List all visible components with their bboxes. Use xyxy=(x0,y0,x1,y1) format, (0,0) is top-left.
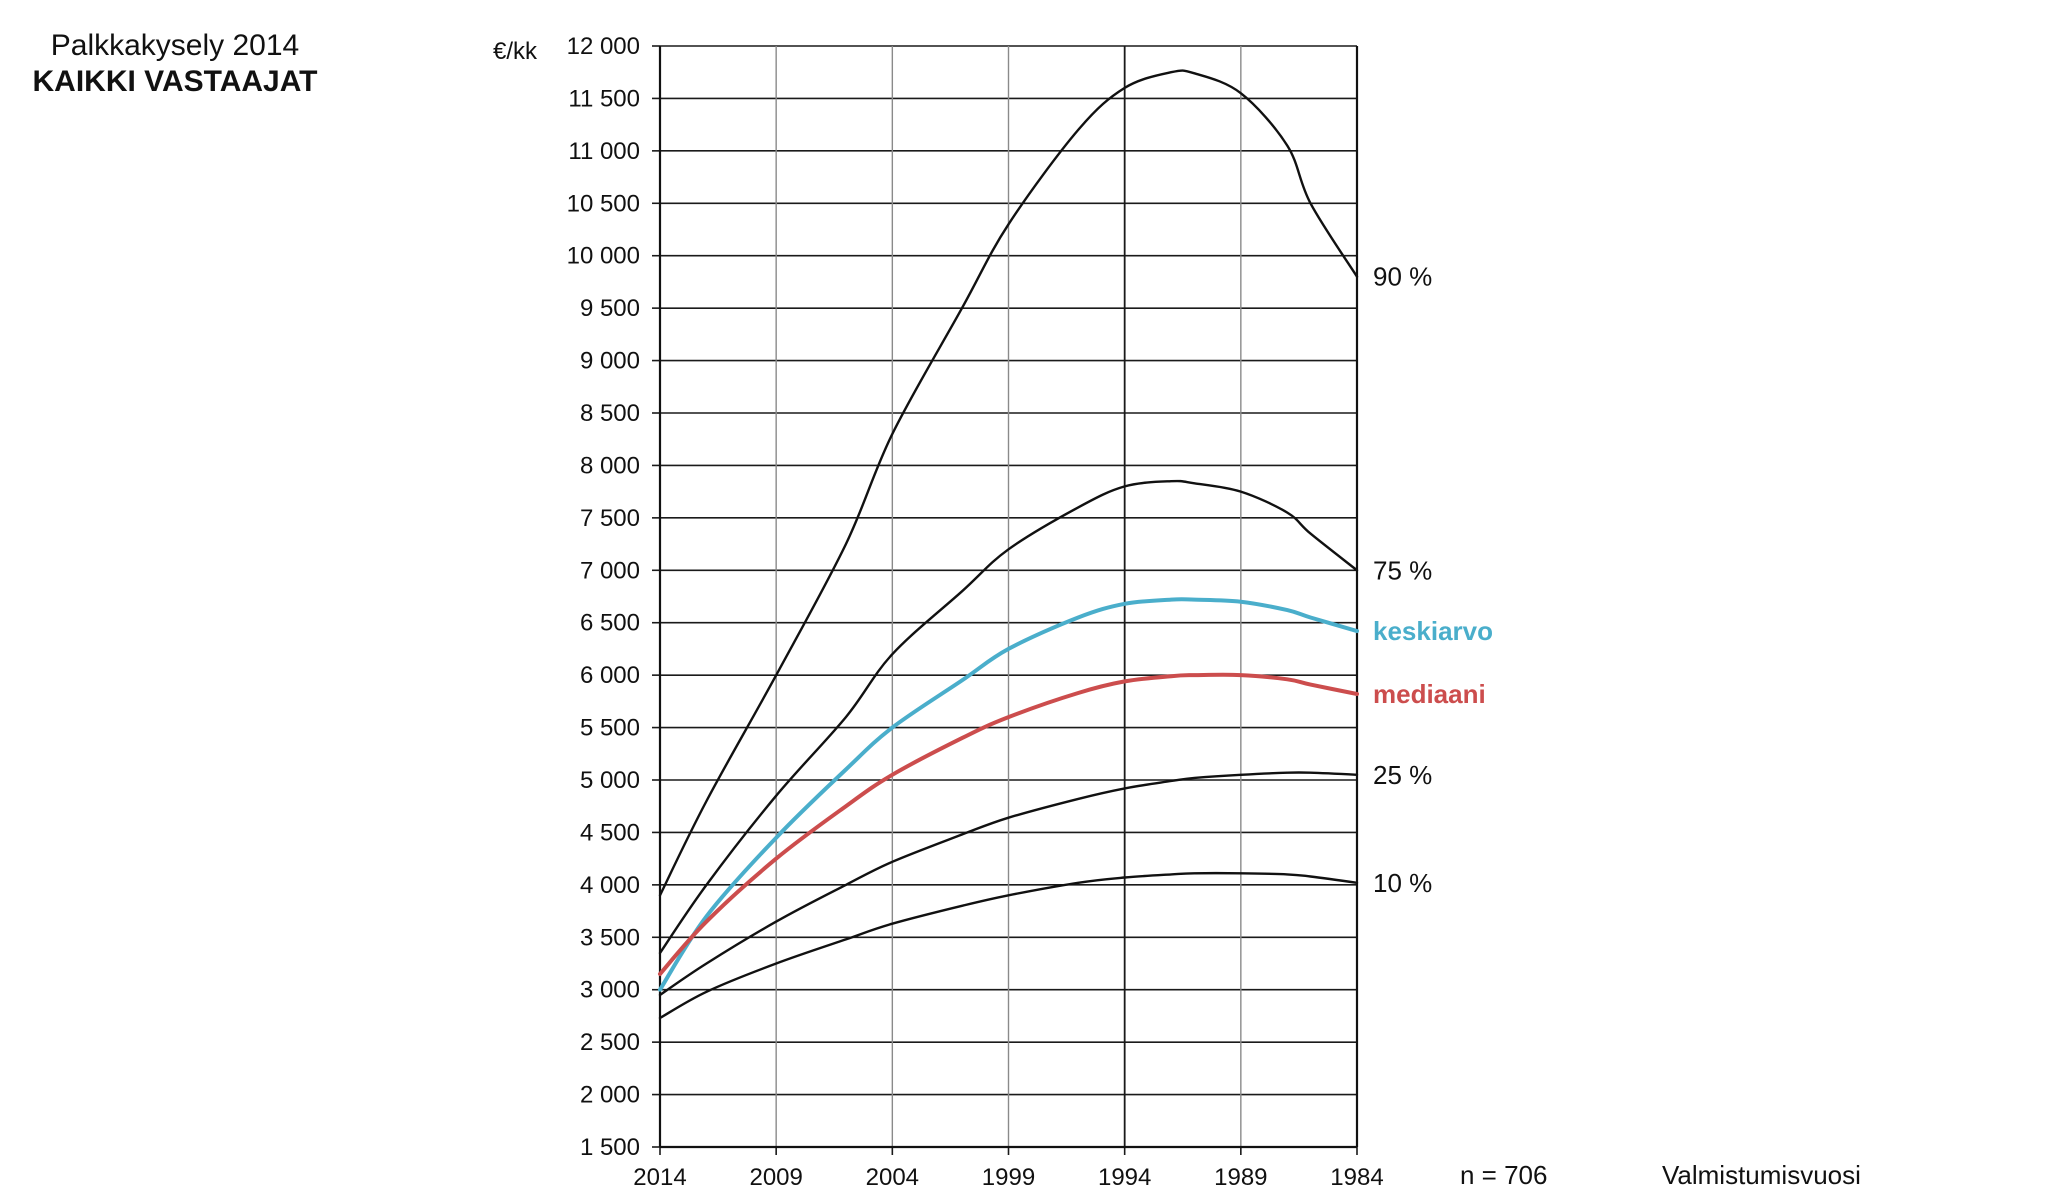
y-axis-unit-label: €/kk xyxy=(493,38,538,65)
y-tick-label: 6 000 xyxy=(580,662,640,689)
y-tick-label: 2 000 xyxy=(580,1082,640,1109)
series-label-90: 90 % xyxy=(1373,262,1432,292)
x-tick-label: 1989 xyxy=(1214,1164,1267,1191)
series-line-25 xyxy=(658,771,1359,997)
y-tick-label: 1 500 xyxy=(580,1134,640,1161)
series-line-mediaani xyxy=(658,672,1359,976)
y-tick-label: 8 500 xyxy=(580,400,640,427)
series-label-keskiarvo: keskiarvo xyxy=(1373,616,1493,646)
x-tick-label: 2004 xyxy=(866,1164,919,1191)
y-tick-label: 10 000 xyxy=(567,243,640,270)
y-tick-label: 9 500 xyxy=(580,295,640,322)
title-block: Palkkakysely 2014 KAIKKI VASTAAJAT xyxy=(20,28,330,100)
grid xyxy=(659,45,1358,1148)
y-tick-label: 11 000 xyxy=(568,138,640,165)
y-tick-label: 12 000 xyxy=(567,33,640,60)
series-labels: 90 % 75 % keskiarvo mediaani 25 % 10 % xyxy=(1373,262,1493,898)
y-tick-label: 4 000 xyxy=(580,872,640,899)
y-tick-label: 9 000 xyxy=(580,348,640,375)
series-label-25: 25 % xyxy=(1373,760,1432,790)
y-tick-label: 11 500 xyxy=(568,85,640,112)
y-tick-labels: 1 500 2 000 2 500 3 000 3 500 4 000 4 500 5 000… xyxy=(567,33,640,1161)
y-tick-label: 5 500 xyxy=(580,715,640,742)
series-line-90 xyxy=(658,69,1359,897)
axes xyxy=(652,45,1359,1155)
y-tick-label: 6 500 xyxy=(580,610,640,637)
y-tick-label: 8 000 xyxy=(580,452,640,479)
y-tick-label: 2 500 xyxy=(580,1029,640,1056)
sample-size-note: n = 706 xyxy=(1460,1160,1547,1190)
y-tick-label: 3 000 xyxy=(580,977,640,1004)
x-tick-label: 1994 xyxy=(1098,1164,1151,1191)
y-tick-label: 5 000 xyxy=(580,767,640,794)
y-tick-label: 10 500 xyxy=(567,190,640,217)
y-tick-label: 4 500 xyxy=(580,819,640,846)
series-line-keskiarvo xyxy=(658,597,1359,992)
x-tick-label: 1999 xyxy=(982,1164,1035,1191)
x-axis-label: Valmistumisvuosi xyxy=(1662,1160,1861,1190)
x-tick-label: 1984 xyxy=(1330,1164,1383,1191)
chart-subtitle: KAIKKI VASTAAJAT xyxy=(32,65,318,98)
series-line-75 xyxy=(658,479,1359,955)
y-tick-label: 7 000 xyxy=(580,557,640,584)
y-tick-label: 7 500 xyxy=(580,505,640,532)
series-label-75: 75 % xyxy=(1373,555,1432,585)
x-tick-label: 2009 xyxy=(749,1164,802,1191)
series-label-10: 10 % xyxy=(1373,868,1432,898)
chart-title: Palkkakysely 2014 xyxy=(50,29,300,62)
x-tick-labels: 2014 2009 2004 1999 1994 1989 1984 xyxy=(633,1164,1383,1191)
series-lines xyxy=(658,69,1359,1020)
y-tick-label: 3 500 xyxy=(580,924,640,951)
series-label-mediaani: mediaani xyxy=(1373,679,1486,709)
series-line-10 xyxy=(658,871,1359,1020)
x-tick-label: 2014 xyxy=(633,1164,686,1191)
